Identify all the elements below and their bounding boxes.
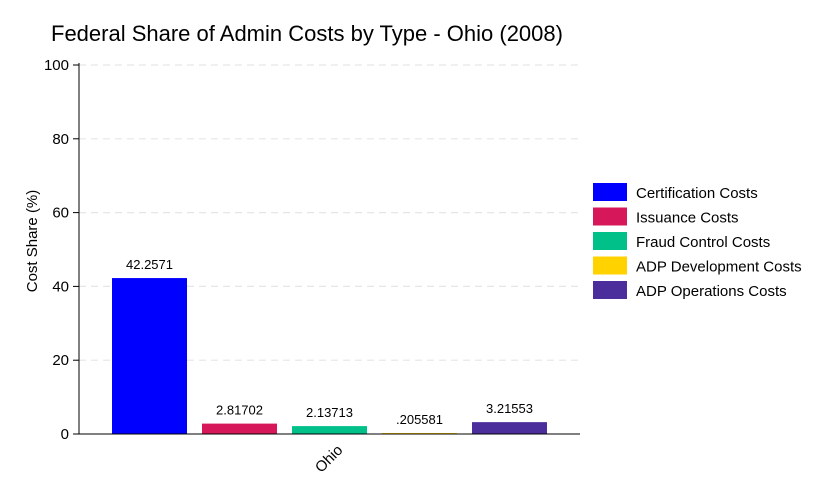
x-category-label: Ohio xyxy=(312,442,346,476)
y-tick-label: 80 xyxy=(52,131,69,148)
data-label: 2.13713 xyxy=(306,405,353,420)
y-tick-label: 40 xyxy=(52,278,69,295)
legend-label: ADP Development Costs xyxy=(636,259,802,276)
y-tick-label: 60 xyxy=(52,205,69,222)
legend-swatch xyxy=(593,183,627,201)
y-tick-label: 0 xyxy=(61,426,69,443)
y-axis-ticks: 0 20 40 60 80 100 xyxy=(44,57,79,443)
data-label: .205581 xyxy=(396,412,443,427)
bar-certification-costs xyxy=(112,278,187,434)
data-label: 42.2571 xyxy=(126,257,173,272)
y-axis-title: Cost Share (%) xyxy=(24,190,41,293)
data-label: 3.21553 xyxy=(486,401,533,416)
legend-swatch xyxy=(593,207,627,226)
legend: Certification Costs Issuance Costs Fraud C… xyxy=(593,183,802,300)
chart-title: Federal Share of Admin Costs by Type - O… xyxy=(51,21,563,46)
legend-label: Issuance Costs xyxy=(636,210,739,227)
legend-label: Certification Costs xyxy=(636,185,758,202)
bar-issuance-costs xyxy=(202,423,277,434)
legend-swatch xyxy=(593,281,627,299)
legend-label: ADP Operations Costs xyxy=(636,283,787,300)
legend-swatch xyxy=(593,232,627,250)
x-axis-categories: Ohio xyxy=(312,442,346,476)
y-tick-label: 100 xyxy=(44,57,69,74)
y-tick-label: 20 xyxy=(52,352,69,369)
data-label: 2.81702 xyxy=(216,403,263,418)
bars xyxy=(112,278,547,434)
bar-adp-operations-costs xyxy=(472,422,547,434)
data-labels: 42.2571 2.81702 2.13713 .205581 3.21553 xyxy=(126,257,533,427)
bar-fraud-control-costs xyxy=(292,426,367,434)
legend-swatch xyxy=(593,256,627,275)
legend-label: Fraud Control Costs xyxy=(636,234,770,251)
